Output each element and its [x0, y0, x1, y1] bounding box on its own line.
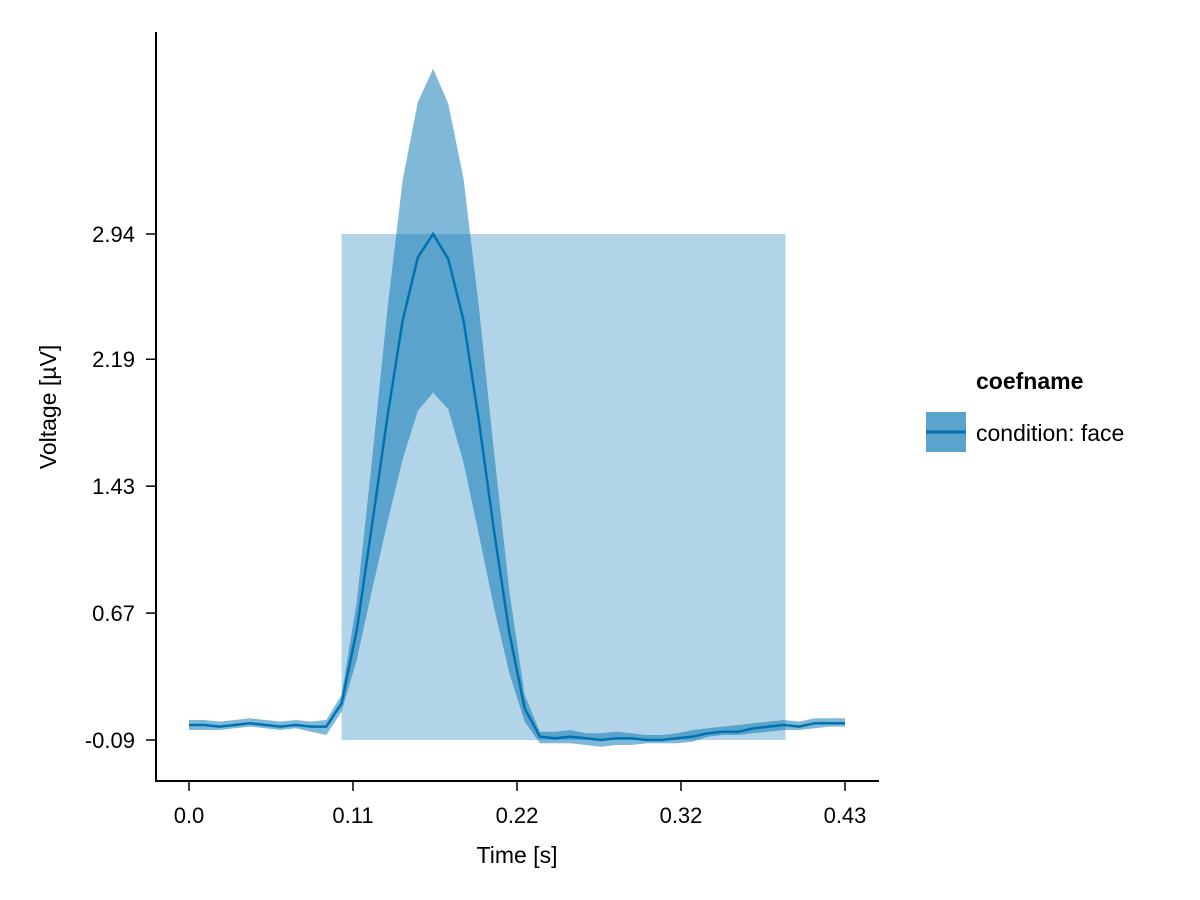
legend-entry-label: condition: face: [976, 420, 1124, 446]
x-tick-label: 0.43: [824, 803, 867, 828]
legend: coefname condition: face: [926, 368, 1124, 452]
x-tick-label: 0.11: [332, 803, 373, 828]
y-tick-label: 2.19: [92, 347, 135, 372]
x-tick-label: 0.22: [496, 803, 539, 828]
x-axis-label: Time [s]: [477, 842, 558, 868]
y-tick-label: -0.09: [85, 728, 135, 753]
x-ticks: 0.0 0.11 0.22 0.32 0.43: [174, 782, 867, 828]
legend-title: coefname: [976, 368, 1083, 394]
y-ticks: -0.09 0.67 1.43 2.19 2.94: [85, 222, 155, 753]
y-axis-label: Voltage [µV]: [35, 345, 61, 470]
y-tick-label: 1.43: [92, 474, 135, 499]
plot-area: [189, 68, 845, 747]
mean-line: [189, 231, 845, 742]
y-tick-label: 0.67: [92, 601, 135, 626]
y-tick-label: 2.94: [92, 222, 135, 247]
x-tick-label: 0.0: [174, 803, 205, 828]
axes: 0.0 0.11 0.22 0.32 0.43 -0.09 0.67 1.43 2.19 2.9…: [35, 32, 879, 868]
x-tick-label: 0.32: [660, 803, 703, 828]
